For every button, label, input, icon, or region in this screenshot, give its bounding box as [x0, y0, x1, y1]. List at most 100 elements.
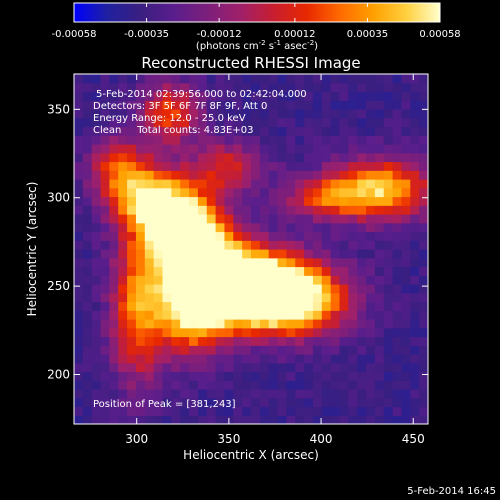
- heatmap-cell: [91, 310, 102, 320]
- heatmap-cell: [189, 231, 199, 241]
- heatmap-cell: [268, 275, 279, 285]
- heatmap-cell: [410, 126, 420, 136]
- heatmap-cell: [100, 135, 110, 145]
- heatmap-cell: [206, 144, 217, 154]
- heatmap-cell: [153, 292, 164, 303]
- heatmap-cell: [286, 231, 296, 241]
- heatmap-cell: [321, 249, 332, 259]
- colorbar-ticks: -0.00058 -0.00035 -0.00012 0.00012 0.00035 0.…: [52, 3, 461, 40]
- heatmap-cell: [312, 389, 323, 399]
- heatmap-cell: [357, 292, 367, 303]
- heatmap-cell: [162, 179, 172, 189]
- heatmap-cell: [304, 100, 314, 110]
- heatmap-cell: [268, 266, 279, 276]
- heatmap-cell: [197, 380, 208, 390]
- heatmap-cell: [135, 397, 146, 408]
- heatmap-cell: [374, 310, 385, 320]
- heatmap-cell: [304, 336, 314, 346]
- heatmap-cell: [304, 415, 314, 424]
- heatmap-cell: [144, 301, 155, 311]
- heatmap-cell: [118, 179, 128, 189]
- heatmap-cell: [242, 91, 252, 101]
- heatmap-cell: [215, 371, 226, 381]
- heatmap-cell: [259, 82, 270, 93]
- heatmap-cell: [410, 371, 420, 381]
- heatmap-cell: [410, 380, 420, 390]
- heatmap-cell: [366, 284, 376, 294]
- heatmap-cell: [277, 310, 287, 320]
- heatmap-cell: [180, 117, 190, 128]
- heatmap-cell: [321, 214, 332, 224]
- heatmap-cell: [135, 109, 146, 119]
- heatmap-cell: [366, 161, 376, 171]
- heatmap-cell: [215, 109, 226, 119]
- heatmap-cell: [233, 144, 243, 154]
- heatmap-cell: [321, 109, 332, 119]
- heatmap-cell: [259, 301, 270, 311]
- heatmap-cell: [224, 406, 234, 416]
- heatmap-cell: [127, 292, 137, 303]
- heatmap-cell: [330, 240, 341, 250]
- heatmap-cell: [242, 406, 252, 416]
- heatmap-cell: [392, 100, 403, 110]
- heatmap-cell: [224, 389, 234, 399]
- heatmap-cell: [251, 187, 261, 198]
- heatmap-cell: [109, 82, 119, 93]
- heatmap-cell: [74, 275, 84, 285]
- heatmap-cell: [383, 310, 394, 320]
- heatmap-cell: [206, 406, 217, 416]
- heatmap-cell: [277, 284, 287, 294]
- heatmap-cell: [82, 292, 93, 303]
- heatmap-cell: [215, 205, 226, 215]
- heatmap-cell: [277, 117, 287, 128]
- heatmap-cell: [180, 327, 190, 338]
- heatmap-cell: [286, 362, 296, 373]
- heatmap-cell: [268, 389, 279, 399]
- heatmap-cell: [410, 187, 420, 198]
- heatmap-cell: [135, 319, 146, 329]
- heatmap-cell: [321, 74, 332, 84]
- heatmap-cell: [383, 117, 394, 128]
- heatmap-cell: [419, 161, 428, 171]
- heatmap-cell: [295, 152, 305, 163]
- heatmap-cell: [171, 74, 181, 84]
- heatmap-cell: [348, 319, 358, 329]
- heatmap-cell: [295, 214, 305, 224]
- heatmap-cell: [312, 117, 323, 128]
- heatmap-cell: [82, 196, 93, 206]
- heatmap-cell: [215, 345, 226, 355]
- heatmap-cell: [383, 336, 394, 346]
- heatmap-cell: [339, 362, 349, 373]
- heatmap-cell: [233, 380, 243, 390]
- heatmap-cell: [74, 389, 84, 399]
- heatmap-cell: [162, 257, 172, 268]
- heatmap-cell: [348, 170, 358, 180]
- heatmap-cell: [268, 301, 279, 311]
- heatmap-cell: [189, 117, 199, 128]
- heatmap-cell: [339, 222, 349, 233]
- heatmap-cell: [91, 109, 102, 119]
- heatmap-cell: [277, 179, 287, 189]
- annotation-clean-counts: Clean Total counts: 4.83E+03: [93, 125, 253, 136]
- heatmap-cell: [82, 380, 93, 390]
- heatmap-cell: [401, 327, 411, 338]
- heatmap-cell: [304, 152, 314, 163]
- heatmap-cell: [357, 161, 367, 171]
- heatmap-cell: [277, 152, 287, 163]
- heatmap-cell: [189, 179, 199, 189]
- heatmap-cell: [180, 240, 190, 250]
- heatmap-cell: [419, 275, 428, 285]
- heatmap-cell: [197, 362, 208, 373]
- heatmap-cell: [304, 205, 314, 215]
- heatmap-cell: [233, 292, 243, 303]
- heatmap-cell: [100, 397, 110, 408]
- heatmap-cell: [74, 135, 84, 145]
- heatmap-cell: [144, 292, 155, 303]
- heatmap-cell: [410, 415, 420, 424]
- heatmap-cell: [383, 152, 394, 163]
- heatmap-cell: [215, 91, 226, 101]
- heatmap-cell: [206, 240, 217, 250]
- heatmap-cell: [259, 231, 270, 241]
- heatmap-cell: [100, 187, 110, 198]
- heatmap-cell: [259, 345, 270, 355]
